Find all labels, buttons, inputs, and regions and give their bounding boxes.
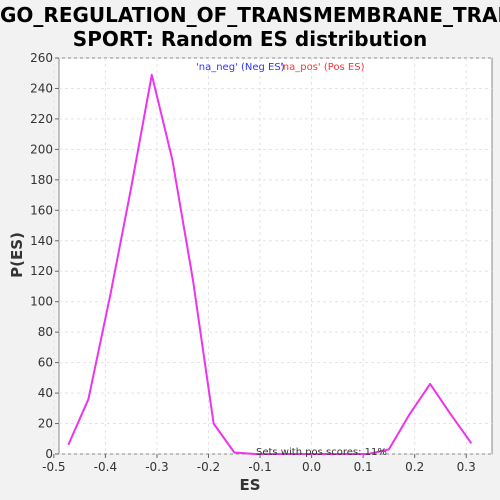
x-tick-label: 0.3 (457, 460, 476, 474)
x-tick-label: 0.1 (354, 460, 373, 474)
x-tick-label: -0.5 (42, 460, 65, 474)
y-tick-label: 20 (38, 417, 53, 431)
y-axis-ticks: 0 20 40 60 80 100 120 140 160 180 200 220 240 260 (30, 51, 59, 461)
y-tick-label: 80 (38, 325, 53, 339)
y-tick-label: 0 (45, 447, 53, 461)
y-tick-label: 220 (30, 112, 53, 126)
x-tick-label: 0.2 (405, 460, 424, 474)
x-tick-label: -0.3 (145, 460, 168, 474)
x-axis-label: ES (239, 476, 261, 494)
series-group (67, 73, 473, 455)
chart-title-line-2: SPORT: Random ES distribution (72, 27, 428, 51)
y-tick-label: 100 (30, 295, 53, 309)
y-tick-label: 180 (30, 173, 53, 187)
x-tick-label: 0.0 (302, 460, 321, 474)
legend-entry-pos: 'na_pos' (Pos ES) (280, 62, 365, 73)
legend-entry-neg: 'na_neg' (Neg ES) (196, 62, 285, 73)
y-tick-label: 60 (38, 356, 53, 370)
y-tick-label: 200 (30, 142, 53, 156)
x-axis-ticks: -0.5 -0.4 -0.3 -0.2 -0.1 0.0 0.1 0.2 0.3 (42, 454, 476, 474)
y-tick-label: 140 (30, 234, 53, 248)
y-tick-label: 240 (30, 81, 53, 95)
grid-lines (53, 57, 492, 455)
series-line (67, 73, 473, 455)
y-tick-label: 120 (30, 264, 53, 278)
y-tick-label: 260 (30, 51, 53, 65)
x-tick-label: -0.4 (94, 460, 117, 474)
y-tick-label: 40 (38, 386, 53, 400)
chart-title-line-1: GO_REGULATION_OF_TRANSMEMBRANE_TRAN (0, 3, 500, 27)
y-tick-label: 160 (30, 203, 53, 217)
x-tick-label: -0.2 (197, 460, 220, 474)
x-tick-label: -0.1 (248, 460, 271, 474)
plot-area (58, 57, 493, 455)
pos-scores-annotation: Sets with pos scores: 11% (256, 447, 387, 458)
